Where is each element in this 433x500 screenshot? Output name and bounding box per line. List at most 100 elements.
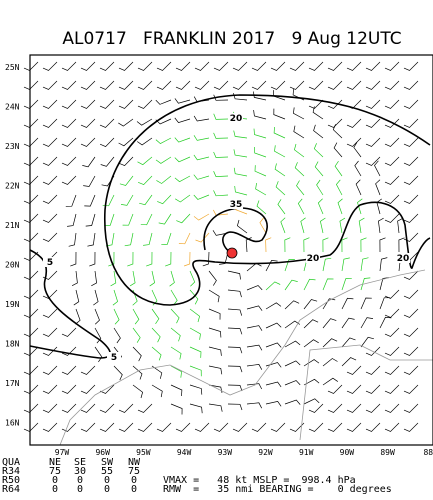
wind-barb xyxy=(176,213,191,224)
wind-barb xyxy=(23,156,39,166)
wind-barb xyxy=(365,80,381,90)
wind-barb xyxy=(296,180,305,196)
wind-barb xyxy=(170,289,178,306)
wind-barb xyxy=(23,118,39,128)
wind-barb xyxy=(314,161,324,177)
contour-label: 20 xyxy=(397,254,410,264)
lat-label: 25N xyxy=(5,63,20,72)
wind-barb xyxy=(137,137,153,146)
table-cell: 0 xyxy=(52,475,58,486)
wind-barb xyxy=(303,319,319,329)
lon-label: 97W xyxy=(55,448,70,457)
wind-barb xyxy=(284,399,301,405)
wind-barb xyxy=(137,175,153,186)
wind-barb xyxy=(99,403,115,413)
wind-barb xyxy=(403,232,419,242)
wind-barb xyxy=(303,299,318,310)
wind-barb xyxy=(61,384,77,394)
wind-barb xyxy=(303,237,310,253)
wind-barb xyxy=(161,232,172,246)
wind-barb xyxy=(384,99,400,109)
table-cell: 0 xyxy=(104,484,110,495)
lat-label: 16N xyxy=(5,419,20,428)
wind-barb xyxy=(61,61,77,71)
wind-barb xyxy=(254,165,267,177)
wind-barb xyxy=(23,365,39,375)
lon-label: 95W xyxy=(136,448,151,457)
wind-barb xyxy=(219,251,229,265)
wind-barb xyxy=(146,251,153,267)
wind-barb xyxy=(265,381,282,388)
wind-barb xyxy=(174,117,191,124)
wind-barb xyxy=(120,194,134,206)
table-cell: 75 xyxy=(128,466,140,477)
wind-barb xyxy=(233,130,248,139)
wind-barb xyxy=(118,99,134,109)
wind-barb xyxy=(42,137,58,147)
wind-barb xyxy=(80,403,96,413)
wind-barb xyxy=(246,325,263,331)
wind-barb xyxy=(346,422,362,432)
wind-barb xyxy=(384,308,400,318)
wind-barb xyxy=(169,270,175,287)
wind-barb xyxy=(293,107,305,120)
wind-barb xyxy=(208,346,222,356)
map-frame xyxy=(29,54,433,446)
wind-barb xyxy=(89,251,96,267)
info-line: RMW = 35 nmi BEARING = 0 degrees xyxy=(163,484,392,495)
wind-barb xyxy=(42,118,58,128)
wind-barb xyxy=(61,175,77,185)
wind-barb xyxy=(208,308,221,320)
wind-barb xyxy=(365,99,381,109)
wind-barb xyxy=(151,384,163,398)
wind-barb xyxy=(365,365,381,375)
wind-barb xyxy=(112,289,119,306)
wind-barb xyxy=(357,198,363,215)
wind-barb xyxy=(308,61,324,71)
wind-barb xyxy=(297,198,305,215)
wind-barb xyxy=(139,194,153,206)
wind-barb xyxy=(118,137,134,147)
wind-barb xyxy=(227,270,241,280)
wind-barb xyxy=(245,237,252,253)
wind-barb xyxy=(384,80,400,90)
table-cell: 30 xyxy=(74,466,86,477)
wind-barb xyxy=(353,142,362,158)
wind-barb xyxy=(227,308,243,316)
table-header: SE xyxy=(74,457,86,468)
wind-barb xyxy=(132,346,142,362)
wind-barb xyxy=(322,358,338,367)
wind-barb xyxy=(156,175,172,184)
wind-barb xyxy=(137,156,153,166)
wind-barb xyxy=(384,156,400,166)
wind-barb xyxy=(284,259,295,272)
wind-barb xyxy=(193,213,210,221)
wind-barb xyxy=(384,175,400,185)
wind-barb xyxy=(124,232,134,247)
wind-barb xyxy=(289,80,305,90)
wind-barb xyxy=(384,118,400,128)
wind-barb xyxy=(213,94,229,101)
wind-barb xyxy=(251,80,267,90)
wind-barb xyxy=(365,118,381,128)
wind-barb xyxy=(227,384,243,392)
wind-barb xyxy=(322,298,336,310)
wind-barb xyxy=(346,80,362,90)
wind-barb xyxy=(189,308,201,323)
wind-barb xyxy=(327,99,343,109)
wind-barb xyxy=(403,175,419,185)
wind-barb xyxy=(346,61,362,71)
wind-barb xyxy=(106,232,115,247)
wind-barb xyxy=(189,346,202,358)
contour-label: 5 xyxy=(47,258,53,268)
wind-barb xyxy=(358,217,365,234)
wind-barb xyxy=(289,422,305,432)
wind-barb xyxy=(42,213,58,223)
wind-barb xyxy=(194,80,210,90)
wind-barb xyxy=(320,217,326,234)
wind-barb xyxy=(170,327,181,342)
wind-barb xyxy=(202,251,210,267)
wind-barb xyxy=(374,160,381,177)
lat-label: 22N xyxy=(5,182,20,191)
